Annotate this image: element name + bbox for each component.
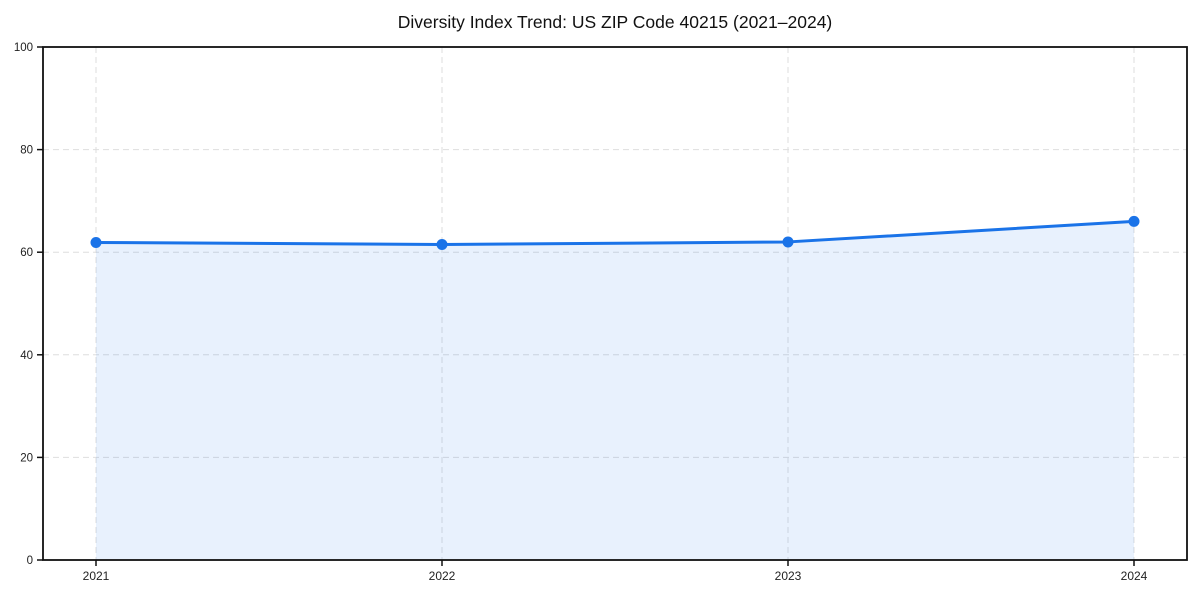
y-tick-label: 20 [20,452,33,464]
data-point-marker [90,236,102,248]
trend-line [94,219,1136,247]
y-tick-label: 80 [20,145,33,157]
plot-border [42,46,1188,561]
data-point-marker [436,239,448,251]
x-tick-label: 2021 [83,569,110,583]
y-tick-label: 60 [20,247,33,259]
x-tick-label: 2024 [1121,569,1148,583]
y-tick-label: 40 [20,350,33,362]
data-point-marker [782,236,794,248]
chart-title: Diversity Index Trend: US ZIP Code 40215… [397,12,833,32]
data-point-marker [1128,215,1140,227]
y-tick-label: 0 [27,555,33,567]
y-tick-label: 100 [14,42,33,54]
x-tick-label: 2023 [775,569,802,583]
x-tick-label: 2022 [429,569,456,583]
area-fill [96,221,1134,561]
